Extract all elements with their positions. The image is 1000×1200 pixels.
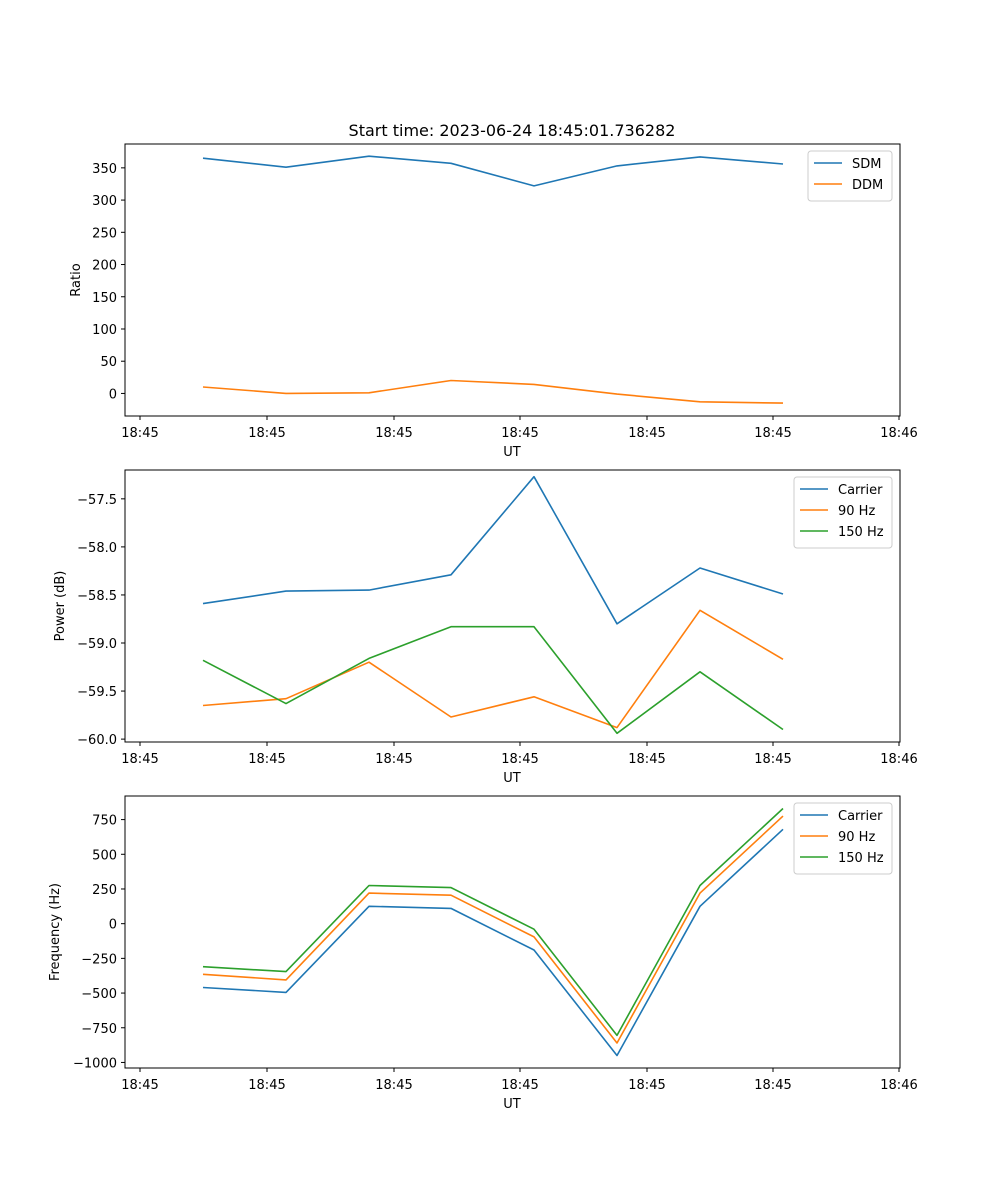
x-tick-label: 18:45	[248, 426, 285, 441]
legend-label: 90 Hz	[838, 830, 875, 845]
series-line-90-hz	[202, 815, 784, 1044]
y-tick-label: 750	[92, 814, 117, 829]
figure-title: Start time: 2023-06-24 18:45:01.736282	[349, 121, 676, 140]
x-tick-label: 18:46	[880, 1078, 917, 1093]
x-tick-label: 18:45	[248, 1078, 285, 1093]
series-line-carrier	[202, 475, 784, 625]
series-line-150-hz	[202, 625, 784, 735]
x-tick-label: 18:45	[628, 426, 665, 441]
x-axis-label: UT	[503, 771, 521, 786]
y-tick-label: −60.0	[77, 733, 117, 748]
x-tick-label: 18:45	[628, 752, 665, 767]
series-line-sdm	[202, 155, 784, 187]
x-tick-label: 18:45	[754, 426, 791, 441]
x-tick-label: 18:45	[501, 426, 538, 441]
x-tick-label: 18:45	[121, 752, 158, 767]
chart-panels: 18:45 18:45 18:45 18:45 18:45 18:45 18:46 UT 0 50…	[48, 143, 918, 1112]
legend-label: Carrier	[838, 483, 883, 498]
legend-label: DDM	[852, 178, 883, 193]
y-tick-label: 250	[92, 883, 117, 898]
legend-label: 150 Hz	[838, 851, 884, 866]
chart-panel-3: 18:45 18:45 18:45 18:45 18:45 18:45 18:46 UT −10…	[48, 795, 918, 1112]
x-tick-label: 18:45	[628, 1078, 665, 1093]
y-tick-label: 500	[92, 848, 117, 863]
x-tick-label: 18:46	[880, 426, 917, 441]
chart-panel-2: 18:45 18:45 18:45 18:45 18:45 18:45 18:46 UT −60…	[53, 469, 918, 786]
x-tick-label: 18:45	[754, 752, 791, 767]
legend-label: 150 Hz	[838, 525, 884, 540]
legend-label: Carrier	[838, 809, 883, 824]
y-tick-label: −250	[81, 952, 117, 967]
y-tick-label: 50	[100, 355, 117, 370]
x-tick-label: 18:45	[248, 752, 285, 767]
y-axis-label: Ratio	[69, 263, 84, 296]
y-tick-label: −59.0	[77, 637, 117, 652]
series-line-90-hz	[202, 609, 784, 729]
y-tick-label: −750	[81, 1022, 117, 1037]
y-axis-label: Frequency (Hz)	[48, 883, 63, 981]
x-tick-label: 18:45	[375, 426, 412, 441]
y-tick-label: −500	[81, 987, 117, 1002]
legend-label: 90 Hz	[838, 504, 875, 519]
y-tick-label: 0	[109, 387, 117, 402]
x-axis-label: UT	[503, 1097, 521, 1112]
chart-panel-1: 18:45 18:45 18:45 18:45 18:45 18:45 18:46 UT 0 50…	[69, 143, 918, 460]
x-tick-label: 18:45	[375, 1078, 412, 1093]
y-tick-label: 300	[92, 194, 117, 209]
y-tick-label: −58.0	[77, 541, 117, 556]
x-tick-label: 18:45	[501, 752, 538, 767]
x-tick-label: 18:46	[880, 752, 917, 767]
y-tick-label: 350	[92, 162, 117, 177]
y-tick-label: 150	[92, 291, 117, 306]
y-tick-label: 200	[92, 259, 117, 274]
y-tick-label: −57.5	[77, 493, 117, 508]
y-tick-label: 100	[92, 323, 117, 338]
axes-frame	[124, 143, 901, 417]
series-line-ddm	[202, 379, 784, 404]
x-tick-label: 18:45	[754, 1078, 791, 1093]
axes-frame	[124, 469, 901, 743]
x-axis-label: UT	[503, 445, 521, 460]
x-tick-label: 18:45	[501, 1078, 538, 1093]
x-tick-label: 18:45	[121, 426, 158, 441]
series-line-150-hz	[202, 807, 784, 1037]
legend-label: SDM	[852, 157, 881, 172]
y-tick-label: −59.5	[77, 685, 117, 700]
x-tick-label: 18:45	[121, 1078, 158, 1093]
y-tick-label: −58.5	[77, 589, 117, 604]
series-line-carrier	[202, 828, 784, 1057]
y-tick-label: −1000	[73, 1056, 117, 1071]
y-tick-label: 250	[92, 226, 117, 241]
y-tick-label: 0	[109, 918, 117, 933]
y-axis-label: Power (dB)	[53, 571, 68, 642]
x-tick-label: 18:45	[375, 752, 412, 767]
axes-frame	[124, 795, 901, 1069]
